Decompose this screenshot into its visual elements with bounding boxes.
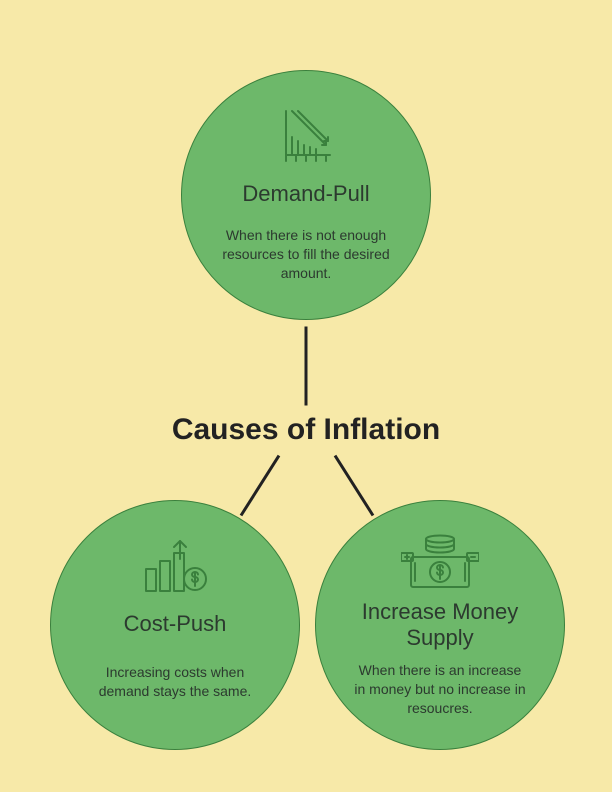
chart-decline-icon: [274, 103, 338, 172]
circle-description: When there is an increase in money but n…: [353, 661, 527, 718]
circle-title: Cost-Push: [76, 611, 274, 637]
cause-circle-money-supply: Increase Money Supply When there is an in…: [315, 500, 565, 750]
connector-line: [240, 454, 281, 516]
cause-circle-cost-push: Cost-Push Increasing costs when demand st…: [50, 500, 300, 750]
circle-description: When there is not enough resources to fi…: [219, 226, 393, 283]
infographic-canvas: Causes of Inflation Demand-Pull When ther…: [0, 0, 612, 792]
connector-line: [305, 326, 308, 405]
money-stack-icon: [401, 529, 479, 598]
circle-description: Increasing costs when demand stays the s…: [88, 663, 262, 701]
bar-up-dollar-icon: [140, 533, 210, 602]
connector-line: [334, 454, 375, 516]
center-title: Causes of Inflation: [172, 413, 440, 447]
circle-title: Increase Money Supply: [341, 599, 539, 651]
cause-circle-demand-pull: Demand-Pull When there is not enough reso…: [181, 70, 431, 320]
circle-title: Demand-Pull: [207, 181, 405, 207]
